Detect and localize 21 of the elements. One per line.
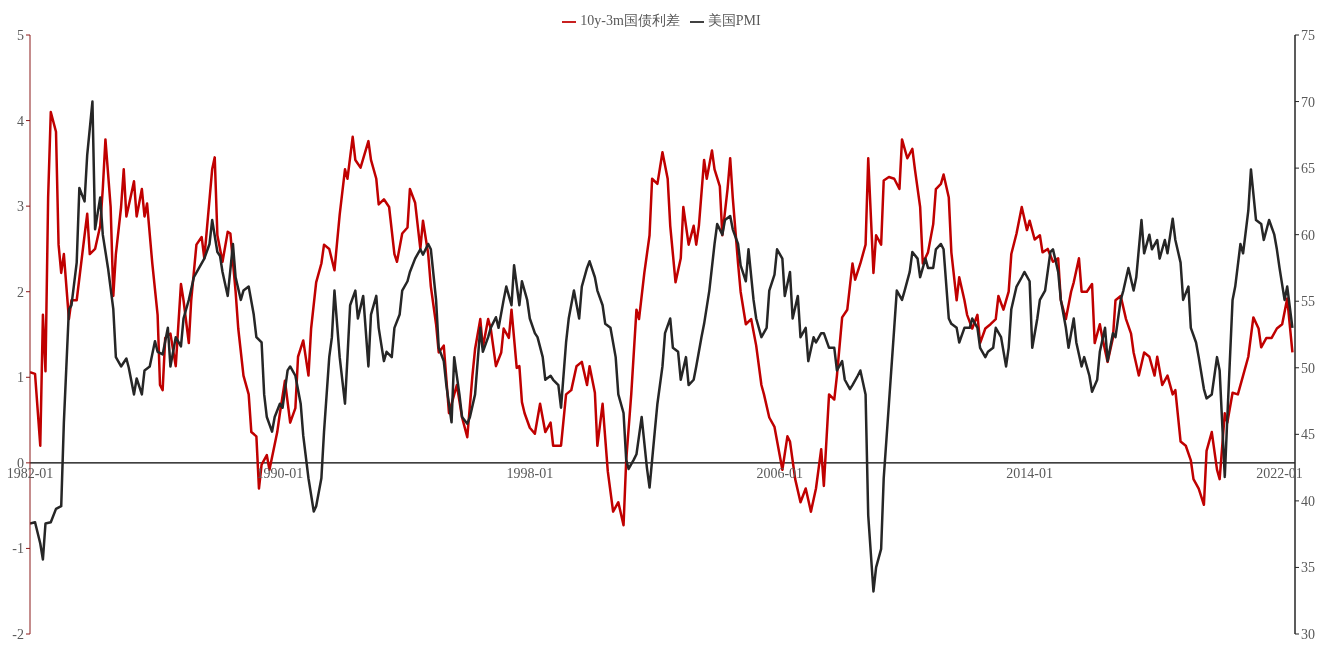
x-tick-label: 1998-01 <box>506 465 554 481</box>
y2-tick-label: 30 <box>1301 626 1315 642</box>
legend-label: 美国PMI <box>707 13 761 28</box>
y2-tick-label: 55 <box>1301 294 1315 310</box>
y-tick-label: 4 <box>17 113 24 129</box>
y-tick-label: 5 <box>17 27 24 43</box>
y2-tick-label: 75 <box>1301 27 1315 43</box>
y2-tick-label: 45 <box>1301 427 1315 443</box>
legend-label: 10y-3m国债利差 <box>580 13 680 28</box>
x-tick-label: 2014-01 <box>1006 465 1053 481</box>
y-tick-label: 2 <box>17 284 24 300</box>
y-tick-label: 3 <box>17 199 24 215</box>
y2-tick-label: 40 <box>1301 493 1315 509</box>
y-tick-label: -2 <box>12 626 24 642</box>
y2-tick-label: 70 <box>1301 94 1315 110</box>
y2-tick-label: 65 <box>1301 161 1315 177</box>
y-tick-label: -1 <box>12 541 24 557</box>
y2-tick-label: 50 <box>1301 360 1315 376</box>
y-tick-label: 1 <box>17 370 24 386</box>
y2-tick-label: 60 <box>1301 227 1315 243</box>
y2-tick-label: 35 <box>1301 560 1315 576</box>
